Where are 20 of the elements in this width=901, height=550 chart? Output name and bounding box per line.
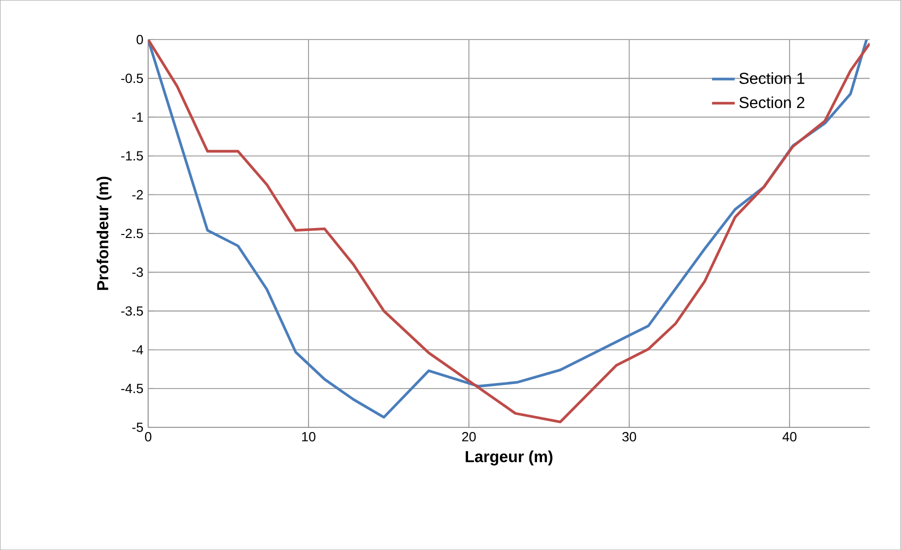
legend-label: Section 1	[739, 72, 804, 84]
y-tick-label: -1	[132, 112, 143, 122]
legend-label: Section 2	[739, 96, 804, 108]
x-tick-label: 0	[145, 432, 152, 442]
y-tick-label: -3	[132, 267, 143, 277]
y-tick-label: -2.5	[121, 228, 143, 238]
y-tick-label: -4	[132, 345, 144, 354]
y-tick-label: -5	[132, 422, 143, 432]
x-tick-label: 20	[462, 432, 476, 442]
x-tick-label: 10	[302, 432, 316, 442]
y-tick-label: -3.5	[121, 306, 143, 316]
x-tick-label: 30	[622, 432, 636, 442]
y-axis-title: Profondeur (m)	[96, 176, 112, 290]
y-tick-label: -0.5	[121, 74, 143, 83]
x-axis-title: Largeur (m)	[466, 450, 552, 466]
y-tick-label: -1.5	[121, 151, 143, 160]
y-tick-label: -4.5	[121, 384, 143, 394]
x-tick-label: 40	[782, 432, 796, 442]
y-tick-label: 0	[136, 34, 143, 44]
y-tick-label: -2	[132, 190, 143, 200]
